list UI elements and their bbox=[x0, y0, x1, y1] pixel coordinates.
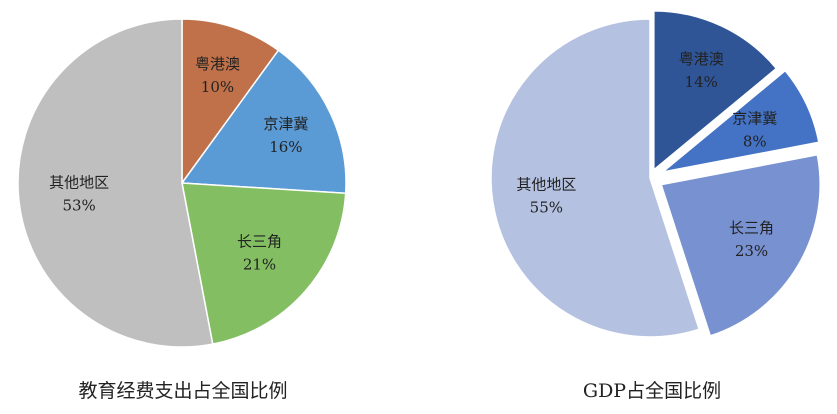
education-label-greater-bay: 粤港澳 bbox=[195, 55, 240, 73]
education-value-jing-jin-ji: 16% bbox=[269, 138, 302, 156]
gdp-label-yangtze-delta: 长三角 bbox=[729, 219, 774, 237]
gdp-label-other-regions: 其他地区 bbox=[516, 175, 576, 193]
gdp-slice-greater-bay bbox=[653, 10, 778, 172]
education-value-other-regions: 53% bbox=[62, 197, 95, 215]
education-value-greater-bay: 10% bbox=[201, 78, 234, 96]
gdp-value-yangtze-delta: 23% bbox=[735, 242, 768, 260]
gdp-slice-jing-jin-ji bbox=[662, 69, 820, 173]
education-value-yangtze-delta: 21% bbox=[243, 255, 276, 273]
education-label-jing-jin-ji: 京津冀 bbox=[263, 115, 308, 133]
gdp-label-jing-jin-ji: 京津冀 bbox=[732, 110, 777, 128]
education-slice-greater-bay bbox=[181, 18, 280, 186]
education-spending-pie: 粤港澳 10% 京津冀 16% 长三角 21% 其他地区 53% bbox=[17, 18, 347, 348]
education-pie-caption: 教育经费支出占全国比例 bbox=[78, 380, 287, 402]
education-label-yangtze-delta: 长三角 bbox=[237, 232, 282, 250]
gdp-value-greater-bay: 14% bbox=[685, 73, 718, 91]
gdp-pie: 粤港澳 14% 京津冀 8% 长三角 23% 其他地区 55% bbox=[490, 10, 821, 338]
education-slice-yangtze-delta bbox=[181, 182, 347, 345]
gdp-value-jing-jin-ji: 8% bbox=[743, 133, 767, 151]
gdp-slice-yangtze-delta bbox=[660, 153, 821, 337]
education-slice-jing-jin-ji bbox=[180, 49, 347, 195]
gdp-pie-caption: GDP占全国比例 bbox=[583, 380, 721, 402]
education-label-other-regions: 其他地区 bbox=[49, 174, 109, 192]
education-slice-other-regions bbox=[17, 18, 214, 348]
gdp-slice-other-regions bbox=[490, 18, 701, 338]
gdp-value-other-regions: 55% bbox=[530, 198, 563, 216]
gdp-label-greater-bay: 粤港澳 bbox=[679, 50, 724, 68]
